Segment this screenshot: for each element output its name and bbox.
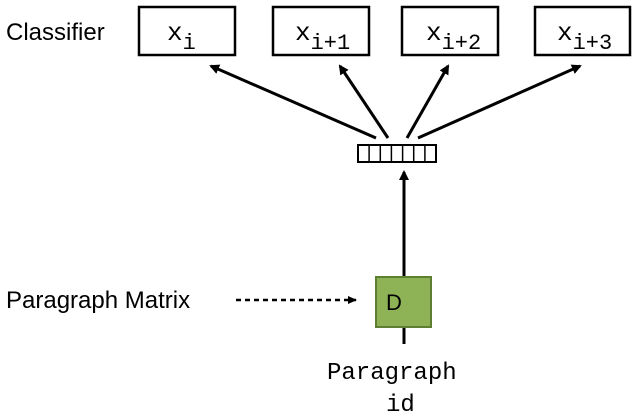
output-base: x: [295, 18, 311, 48]
output-box-3: xi+3: [533, 5, 632, 57]
classifier-label: Classifier: [6, 19, 105, 46]
svg-text:xi+1: xi+1: [295, 18, 350, 56]
output-subscript: i+1: [311, 31, 351, 56]
svg-text:xi+2: xi+2: [426, 18, 481, 56]
paragraph-vector: [357, 144, 437, 163]
output-base: x: [557, 18, 573, 48]
output-box-2: xi+2: [400, 5, 500, 57]
output-subscript: i: [183, 31, 196, 56]
output-box-1: xi+1: [271, 5, 371, 57]
matrix-box-label: D: [386, 290, 402, 315]
svg-text:xi+3: xi+3: [557, 18, 612, 56]
output-subscript: i+2: [442, 31, 482, 56]
arrow-to-output-1: [338, 64, 390, 139]
output-base: x: [167, 18, 183, 48]
fan-out-arrows: [209, 64, 582, 140]
arrow-to-output-2: [405, 64, 450, 139]
output-base: x: [426, 18, 442, 48]
arrow-to-output-0: [209, 64, 377, 140]
svg-text:xi: xi: [167, 18, 196, 56]
paragraph-id-label-line1: Paragraph: [327, 360, 457, 387]
paragraph-matrix-box: D: [375, 276, 432, 328]
paragraph-matrix-label: Paragraph Matrix: [6, 287, 190, 314]
paragraph-id-label-line2: id: [386, 392, 415, 419]
output-subscript: i+3: [573, 31, 613, 56]
output-box-0: xi: [137, 5, 237, 57]
arrow-to-output-3: [417, 64, 582, 140]
